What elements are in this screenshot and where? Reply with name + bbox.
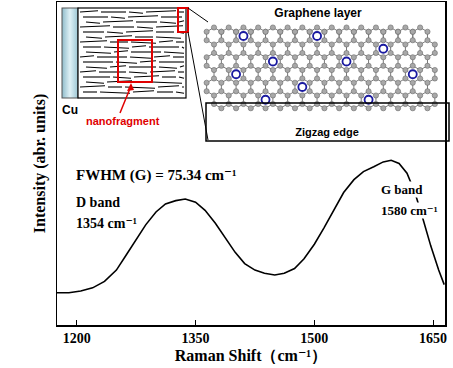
- svg-text:1354 cm⁻¹: 1354 cm⁻¹: [76, 216, 137, 231]
- svg-text:Zigzag edge: Zigzag edge: [295, 126, 359, 138]
- svg-text:FWHM (G) = 75.34 cm⁻¹: FWHM (G) = 75.34 cm⁻¹: [76, 167, 237, 184]
- svg-text:Raman Shift（cm⁻¹）: Raman Shift（cm⁻¹）: [175, 347, 327, 365]
- svg-text:1500: 1500: [300, 331, 328, 346]
- svg-text:Intensity (abr. units): Intensity (abr. units): [31, 94, 49, 233]
- svg-text:G band: G band: [381, 182, 423, 197]
- svg-text:Graphene layer: Graphene layer: [274, 6, 362, 20]
- svg-text:Cu: Cu: [62, 103, 78, 117]
- svg-text:1350: 1350: [182, 331, 210, 346]
- svg-text:D band: D band: [76, 195, 120, 210]
- svg-text:1200: 1200: [63, 331, 91, 346]
- svg-text:1580 cm⁻¹: 1580 cm⁻¹: [381, 203, 438, 218]
- svg-text:nanofragment: nanofragment: [86, 115, 160, 127]
- svg-text:1650: 1650: [419, 331, 447, 346]
